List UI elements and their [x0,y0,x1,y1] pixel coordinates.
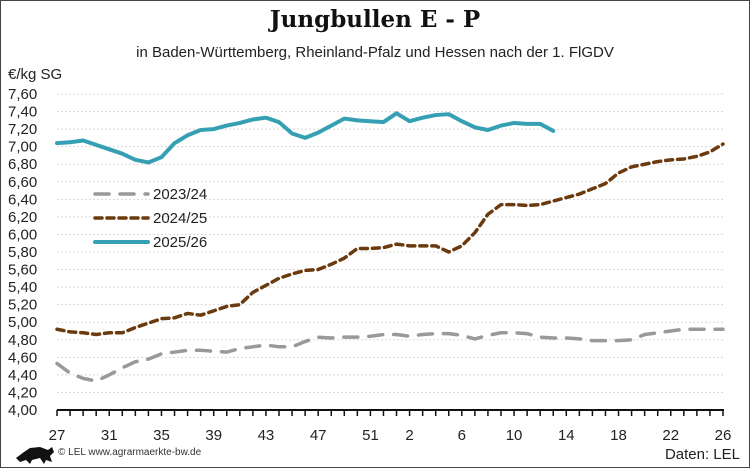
x-tick-label: 43 [258,427,275,444]
x-tick-label: 47 [310,427,327,444]
x-tick-label: 51 [362,427,379,444]
copyright-text: © LEL www.agrarmaerkte-bw.de [58,447,202,458]
y-tick-label: 6,80 [8,156,37,173]
x-tick-label: 31 [101,427,118,444]
y-tick-label: 7,40 [8,104,37,121]
x-tick-label: 10 [506,427,523,444]
x-tick-label: 2 [405,427,413,444]
x-tick-label: 6 [458,427,466,444]
y-tick-label: 6,20 [8,209,37,226]
y-tick-label: 7,20 [8,121,37,138]
y-axis-label: €/kg SG [8,66,63,83]
y-tick-label: 4,60 [8,349,37,366]
x-tick-label: 35 [153,427,170,444]
chart-title: Jungbullen E - P [269,6,481,33]
y-tick-label: 5,40 [8,279,37,296]
x-tick-label: 14 [558,427,575,444]
chart-subtitle: in Baden-Württemberg, Rheinland-Pfalz un… [136,44,614,61]
y-tick-label: 5,00 [8,314,37,331]
x-tick-label: 22 [662,427,679,444]
x-tick-label: 18 [610,427,627,444]
y-tick-label: 4,00 [8,402,37,419]
series-line-2023-24 [55,327,725,383]
legend-label: 2024/25 [153,210,207,227]
data-source: Daten: LEL [664,446,740,463]
x-tick-label: 39 [205,427,222,444]
legend-label: 2025/26 [153,234,207,251]
y-tick-label: 5,80 [8,244,37,261]
y-tick-label: 6,40 [8,191,37,208]
x-tick-label: 27 [49,427,66,444]
y-tick-label: 6,60 [8,174,37,191]
y-tick-label: 7,00 [8,139,37,156]
lel-logo-icon [16,447,54,464]
y-tick-label: 4,40 [8,367,37,384]
legend-label: 2023/24 [153,186,207,203]
y-tick-label: 4,20 [8,384,37,401]
series-line-2025-26 [55,111,556,165]
y-tick-label: 6,00 [8,226,37,243]
y-tick-label: 5,20 [8,297,37,314]
y-tick-label: 7,60 [8,86,37,103]
y-tick-label: 5,60 [8,262,37,279]
y-tick-label: 4,80 [8,332,37,349]
x-tick-label: 26 [715,427,732,444]
series-line-2024-25 [55,142,725,337]
